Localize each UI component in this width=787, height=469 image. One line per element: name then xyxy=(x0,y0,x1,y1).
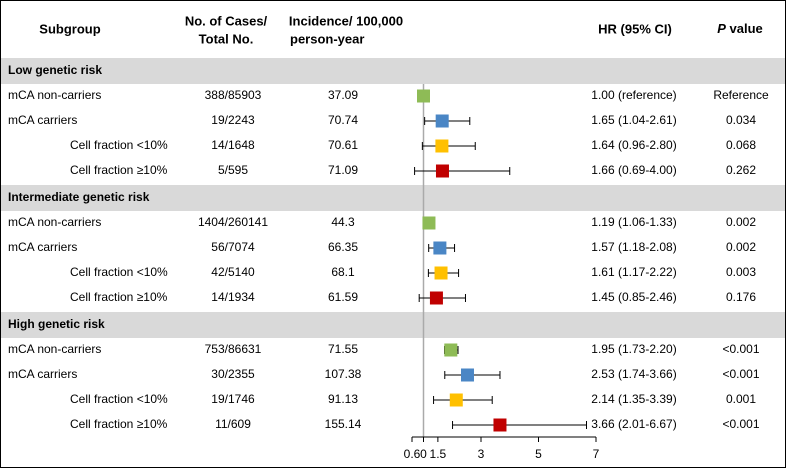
hr-square xyxy=(417,89,430,103)
header-hr: HR (95% CI) xyxy=(598,21,672,36)
hr-label: 1.19 (1.06-1.33) xyxy=(591,215,676,229)
group-label: High genetic risk xyxy=(8,317,105,331)
hr-label: 1.45 (0.85-2.46) xyxy=(591,290,676,304)
hr-label: 1.66 (0.69-4.00) xyxy=(591,163,676,177)
subgroup-label: Cell fraction ≥10% xyxy=(70,290,168,304)
cases: 14/1934 xyxy=(211,290,255,304)
x-tick-label: 0 xyxy=(420,447,427,461)
header-incidence: person-year xyxy=(290,31,364,46)
p-value: Reference xyxy=(713,88,769,102)
subgroup-label: mCA non-carriers xyxy=(8,88,101,102)
incidence: 155.14 xyxy=(325,417,362,431)
p-value: <0.001 xyxy=(722,367,759,381)
incidence: 91.13 xyxy=(328,392,358,406)
hr-label: 1.61 (1.17-2.22) xyxy=(591,265,676,279)
incidence: 107.38 xyxy=(325,367,362,381)
hr-square xyxy=(435,139,449,153)
p-value: 0.002 xyxy=(726,240,756,254)
incidence: 37.09 xyxy=(328,88,358,102)
subgroup-label: Cell fraction <10% xyxy=(70,392,168,406)
hr-label: 1.57 (1.18-2.08) xyxy=(591,240,676,254)
hr-square xyxy=(429,291,443,305)
x-tick-label: 7 xyxy=(593,447,600,461)
p-value: 0.001 xyxy=(726,392,756,406)
group-label: Intermediate genetic risk xyxy=(8,190,150,204)
hr-square xyxy=(444,343,458,357)
header-p: P value xyxy=(717,21,763,36)
x-tick-label: 5 xyxy=(535,447,542,461)
subgroup-label: mCA carriers xyxy=(8,240,77,254)
cases: 42/5140 xyxy=(211,265,255,279)
hr-square xyxy=(460,368,474,382)
subgroup-label: Cell fraction <10% xyxy=(70,138,168,152)
subgroup-label: Cell fraction ≥10% xyxy=(70,417,168,431)
subgroup-label: mCA carriers xyxy=(8,113,77,127)
incidence: 44.3 xyxy=(331,215,355,229)
incidence: 70.61 xyxy=(328,138,358,152)
incidence: 61.59 xyxy=(328,290,358,304)
cases: 19/2243 xyxy=(211,113,255,127)
cases: 753/86631 xyxy=(205,342,262,356)
p-value: <0.001 xyxy=(722,417,759,431)
hr-label: 2.14 (1.35-3.39) xyxy=(591,392,676,406)
header-incidence: Incidence/ 100,000 xyxy=(289,13,403,28)
hr-square xyxy=(449,393,463,407)
p-value: <0.001 xyxy=(722,342,759,356)
p-value: 0.068 xyxy=(726,138,756,152)
incidence: 71.09 xyxy=(328,163,358,177)
cases: 19/1746 xyxy=(211,392,255,406)
cases: 14/1648 xyxy=(211,138,255,152)
cases: 5/595 xyxy=(218,163,248,177)
group-band xyxy=(1,185,785,211)
subgroup-label: Cell fraction ≥10% xyxy=(70,163,168,177)
group-band xyxy=(1,312,785,338)
x-tick-label: 1.5 xyxy=(430,447,447,461)
incidence: 68.1 xyxy=(331,265,355,279)
group-label: Low genetic risk xyxy=(8,63,102,77)
header-cases: Total No. xyxy=(199,31,254,46)
subgroup-label: mCA non-carriers xyxy=(8,215,101,229)
x-tick-label: 0.6 xyxy=(404,447,421,461)
hr-label: 1.65 (1.04-2.61) xyxy=(591,113,676,127)
p-value: 0.003 xyxy=(726,265,756,279)
header-p-rest: value xyxy=(730,21,763,36)
hr-label: 2.53 (1.74-3.66) xyxy=(591,367,676,381)
subgroup-label: Cell fraction <10% xyxy=(70,265,168,279)
group-band xyxy=(1,58,785,84)
subgroup-label: mCA non-carriers xyxy=(8,342,101,356)
hr-square xyxy=(493,418,507,432)
header-cases: No. of Cases/ xyxy=(185,13,268,28)
hr-square xyxy=(433,241,447,255)
header-p-italic: P xyxy=(717,21,726,36)
hr-label: 1.64 (0.96-2.80) xyxy=(591,138,676,152)
hr-square xyxy=(435,114,449,128)
p-value: 0.002 xyxy=(726,215,756,229)
x-tick-label: 3 xyxy=(478,447,485,461)
cases: 56/7074 xyxy=(211,240,255,254)
header-subgroup: Subgroup xyxy=(39,21,100,36)
cases: 30/2355 xyxy=(211,367,255,381)
hr-label: 3.66 (2.01-6.67) xyxy=(591,417,676,431)
cases: 388/85903 xyxy=(205,88,262,102)
incidence: 70.74 xyxy=(328,113,358,127)
hr-label: 1.95 (1.73-2.20) xyxy=(591,342,676,356)
subgroup-label: mCA carriers xyxy=(8,367,77,381)
p-value: 0.034 xyxy=(726,113,756,127)
hr-square xyxy=(422,216,436,230)
incidence: 71.55 xyxy=(328,342,358,356)
p-value: 0.262 xyxy=(726,163,756,177)
p-value: 0.176 xyxy=(726,290,756,304)
hr-square xyxy=(435,164,449,178)
cases: 11/609 xyxy=(215,417,251,431)
hr-square xyxy=(434,266,448,280)
hr-label: 1.00 (reference) xyxy=(591,88,676,102)
incidence: 66.35 xyxy=(328,240,358,254)
cases: 1404/260141 xyxy=(198,215,268,229)
